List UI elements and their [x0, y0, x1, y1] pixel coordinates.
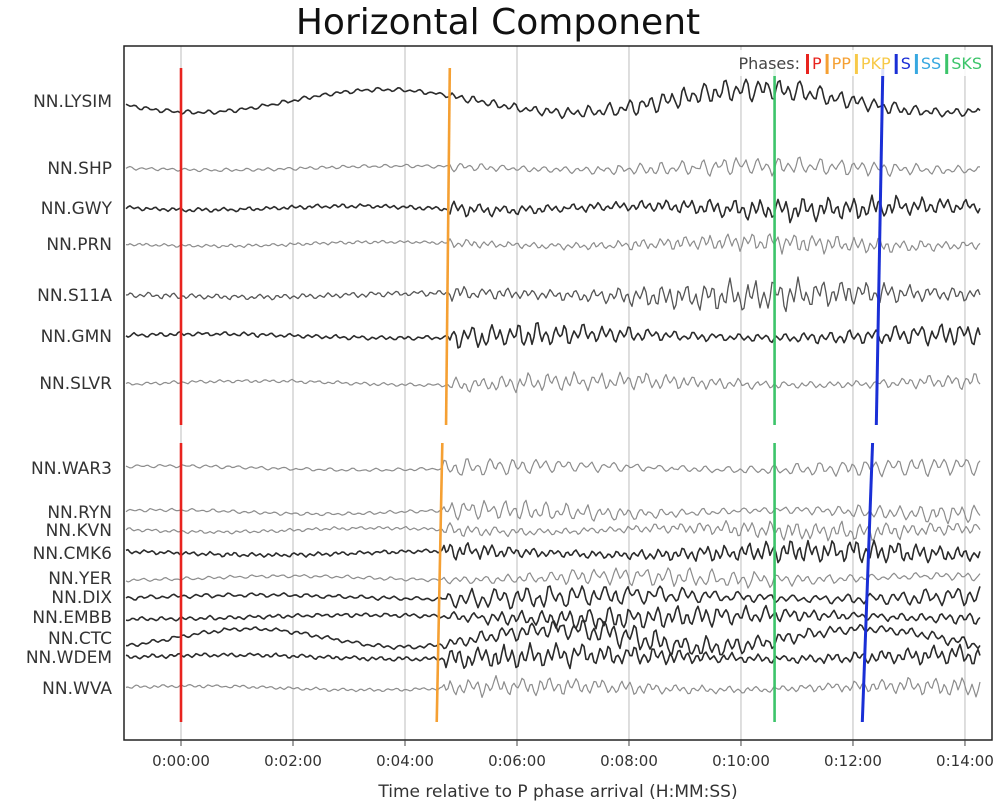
legend-label-p: P: [812, 54, 822, 73]
station-label-nn-wva: NN.WVA: [42, 679, 112, 699]
station-label-nn-wdem: NN.WDEM: [26, 648, 112, 668]
grid-lines: [180, 46, 966, 740]
legend-label-s: S: [901, 54, 911, 73]
trace-nn-gmn: [125, 322, 981, 349]
phase-legend: Phases: P PP PKP S SS SKS: [734, 50, 982, 76]
x-tick-label: 0:08:00: [600, 752, 658, 770]
station-label-nn-ryn: NN.RYN: [47, 503, 112, 523]
chart-title: Horizontal Component: [296, 2, 700, 43]
x-tick-label: 0:00:00: [152, 752, 210, 770]
trace-nn-s11a: [125, 276, 981, 313]
legend-swatch-sks: [945, 54, 949, 74]
trace-nn-slvr: [125, 371, 981, 394]
legend-label-pp: PP: [832, 54, 852, 73]
trace-nn-war3: [125, 458, 981, 478]
station-label-nn-lysim: NN.LYSIM: [33, 92, 112, 112]
station-label-nn-gwy: NN.GWY: [41, 199, 113, 219]
phase-pick-group: [179, 67, 885, 723]
station-label-nn-dix: NN.DIX: [51, 588, 112, 608]
x-tick-label: 0:12:00: [824, 752, 882, 770]
legend-swatch-pkp: [854, 54, 858, 74]
station-label-nn-s11a: NN.S11A: [37, 286, 112, 306]
x-tick-label: 0:04:00: [376, 752, 434, 770]
pick-pp-upper: [444, 67, 452, 426]
station-label-nn-war3: NN.WAR3: [31, 459, 112, 479]
trace-group: [125, 78, 981, 698]
legend-swatch-pp: [825, 54, 829, 74]
trace-nn-wdem: [125, 642, 981, 670]
trace-nn-yer: [125, 567, 981, 589]
station-label-nn-ctc: NN.CTC: [48, 629, 112, 649]
trace-nn-embb: [125, 604, 981, 630]
trace-nn-kvn: [125, 520, 981, 542]
legend-swatch-s: [894, 54, 898, 74]
trace-nn-lysim: [125, 78, 981, 120]
legend-background: [734, 50, 982, 76]
pick-s-lower: [860, 442, 875, 723]
trace-nn-ryn: [125, 499, 981, 525]
station-label-nn-embb: NN.EMBB: [32, 608, 112, 628]
trace-nn-gwy: [125, 194, 981, 224]
trace-nn-prn: [125, 233, 981, 255]
trace-nn-shp: [125, 156, 981, 177]
x-tick-label: 0:14:00: [936, 752, 994, 770]
x-axis-ticks: 0:00:00 0:02:00 0:04:00 0:06:00 0:08:00 0:10:…: [152, 740, 994, 770]
station-label-nn-gmn: NN.GMN: [41, 327, 112, 347]
trace-nn-cmk6: [125, 539, 981, 564]
x-tick-label: 0:10:00: [712, 752, 770, 770]
pick-s-upper: [874, 67, 885, 426]
plot-frame: [123, 45, 993, 741]
x-axis-label: Time relative to P phase arrival (H:MM:S…: [377, 782, 737, 802]
station-labels: NN.LYSIM NN.SHP NN.GWY NN.PRN NN.S11A NN.GMN N…: [26, 92, 113, 699]
station-label-nn-cmk6: NN.CMK6: [33, 544, 112, 564]
legend-label-sks: SKS: [951, 54, 982, 73]
trace-nn-ctc: [125, 619, 981, 656]
trace-nn-dix: [125, 585, 981, 610]
station-label-nn-slvr: NN.SLVR: [39, 374, 112, 394]
legend-title: Phases:: [739, 54, 801, 73]
legend-label-pkp: PKP: [861, 54, 891, 73]
station-label-nn-kvn: NN.KVN: [46, 521, 112, 541]
pick-pp-lower: [435, 442, 444, 723]
station-label-nn-prn: NN.PRN: [46, 235, 112, 255]
station-label-nn-shp: NN.SHP: [47, 159, 112, 179]
x-tick-label: 0:06:00: [488, 752, 546, 770]
legend-swatch-ss: [914, 54, 918, 74]
legend-label-ss: SS: [921, 54, 941, 73]
x-tick-label: 0:02:00: [264, 752, 322, 770]
trace-nn-wva: [125, 675, 981, 698]
legend-swatch-p: [806, 54, 809, 74]
station-label-nn-yer: NN.YER: [48, 569, 112, 589]
